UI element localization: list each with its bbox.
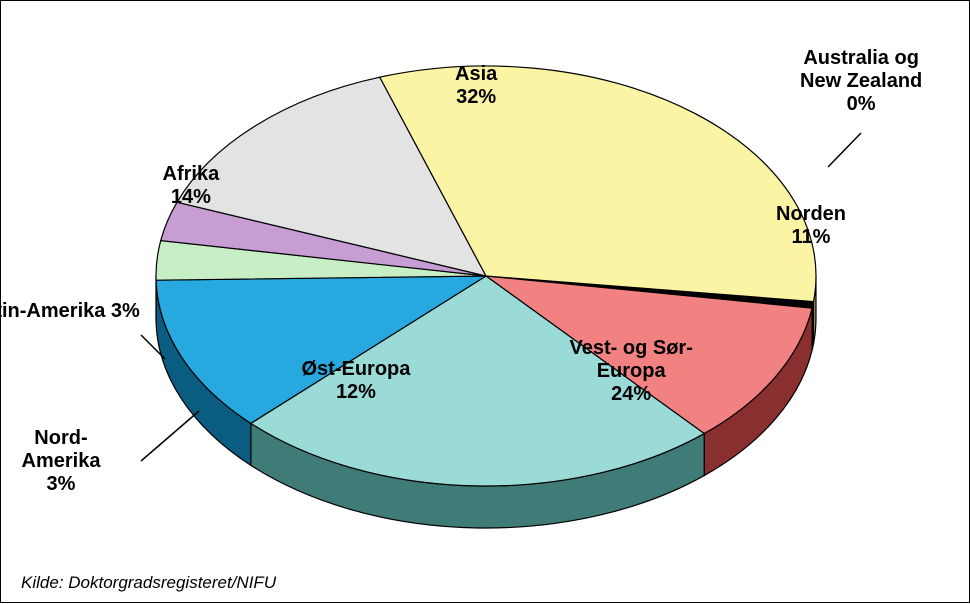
slice-label: Vest- og Sør- Europa 24% [570, 337, 693, 406]
slice-label: Australia og New Zealand 0% [800, 47, 922, 116]
slice-label: Øst-Europa 12% [302, 358, 411, 404]
slice-label: Asia 32% [455, 63, 497, 109]
slice-label: Afrika 14% [163, 163, 220, 209]
slice-label: Latin-Amerika 3% [0, 300, 140, 323]
slice-label: Nord- Amerika 3% [22, 427, 101, 496]
chart-frame: Australia og New Zealand 0% Norden 11% Ves… [0, 0, 970, 603]
leader-line [141, 411, 199, 461]
slice-label: Norden 11% [776, 203, 846, 249]
source-text: Kilde: Doktorgradsregisteret/NIFU [21, 573, 276, 593]
leader-line [828, 133, 861, 167]
